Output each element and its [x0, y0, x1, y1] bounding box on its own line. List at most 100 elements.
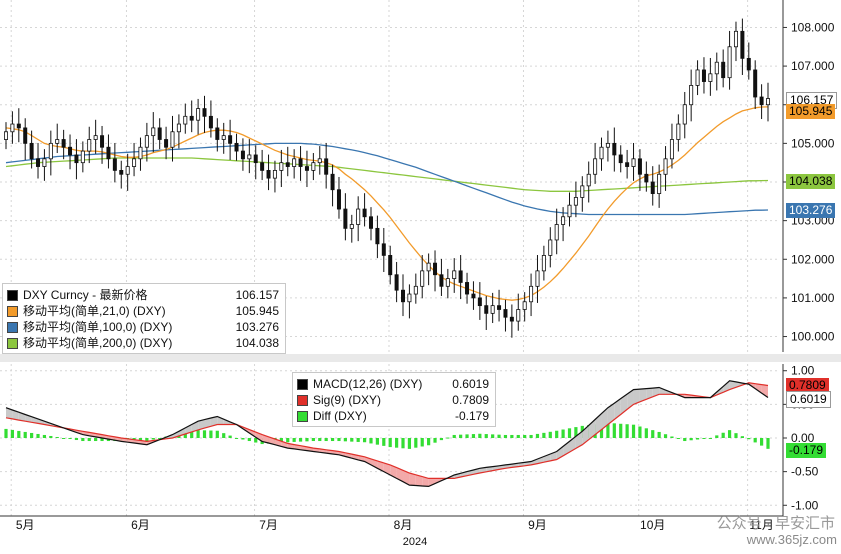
macd-fill: [761, 384, 768, 398]
macd-fill: [595, 413, 602, 435]
macd-fill: [601, 407, 608, 430]
macd-fill: [409, 472, 416, 486]
candle-down: [625, 162, 630, 167]
candle-down: [29, 142, 34, 160]
price-legend-entry: 移动平均(简单,100,0) (DXY) 103.276: [7, 319, 279, 335]
candle-up: [714, 61, 719, 75]
candle-up: [682, 104, 687, 125]
diff-bar: [625, 424, 629, 438]
price-tick-label: 101.000: [791, 291, 835, 305]
candle-up: [708, 73, 713, 82]
diff-bar: [529, 434, 533, 438]
diff-bar: [74, 438, 79, 441]
legend-swatch: [7, 289, 18, 301]
candle-down: [394, 274, 399, 291]
diff-bar: [561, 429, 565, 438]
candle-up: [48, 142, 53, 160]
x-tick-label: 11月: [749, 518, 773, 532]
diff-bar: [503, 434, 508, 438]
diff-bar: [427, 438, 431, 446]
diff-bar: [324, 438, 328, 442]
diff-bar: [651, 430, 655, 438]
diff-bar: [158, 438, 162, 439]
diff-bar: [382, 438, 386, 446]
candle-down: [164, 139, 169, 148]
candle-up: [317, 158, 322, 164]
candle-down: [23, 127, 28, 144]
macd-tick-label: 0.00: [791, 431, 815, 445]
candle-up: [272, 170, 277, 179]
diff-bar: [17, 430, 21, 438]
candle-up: [727, 46, 732, 79]
diff-bar: [292, 438, 296, 442]
diff-bar: [727, 430, 732, 438]
diff-bar: [388, 438, 392, 448]
macd-fill: [370, 458, 378, 469]
candle-down: [471, 293, 476, 299]
diff-bar: [209, 430, 213, 438]
candle-up: [490, 305, 495, 314]
candle-up: [420, 270, 425, 287]
diff-bar: [759, 438, 764, 446]
diff-bar: [619, 423, 623, 438]
candle-down: [100, 135, 105, 148]
candle-down: [189, 115, 194, 121]
ma100-line: [5, 142, 769, 216]
diff-bar: [286, 438, 290, 443]
candle-down: [701, 69, 706, 82]
candle-down: [746, 57, 751, 71]
candle-up: [55, 139, 60, 144]
macd-fill: [659, 387, 666, 395]
legend-label: 移动平均(简单,21,0) (DXY): [23, 304, 166, 318]
diff-bar: [279, 438, 283, 443]
diff-bar: [638, 426, 642, 438]
candle-up: [516, 309, 521, 322]
diff-bar: [30, 432, 34, 438]
candle-up: [599, 146, 604, 160]
diff-bar: [644, 428, 648, 438]
x-tick-label: 5月: [16, 518, 35, 532]
diff-bar: [631, 424, 636, 438]
diff-bar: [151, 438, 155, 440]
candle-down: [112, 158, 117, 171]
diff-bar: [542, 432, 546, 438]
candle-down: [721, 61, 726, 79]
legend-swatch: [297, 394, 308, 406]
candle-down: [36, 158, 41, 167]
diff-bar: [10, 429, 15, 438]
candle-up: [138, 146, 143, 160]
legend-label: Sig(9) (DXY): [313, 393, 382, 407]
diff-bar: [676, 438, 680, 439]
candle-down: [61, 139, 66, 148]
candle-up: [733, 30, 738, 48]
diff-bar: [395, 438, 399, 448]
candle-down: [388, 255, 393, 276]
legend-label: 移动平均(简单,200,0) (DXY): [23, 336, 173, 350]
diff-bar: [740, 436, 744, 438]
diff-bar: [215, 430, 219, 438]
macd-fill: [633, 389, 640, 405]
diff-bar: [439, 438, 444, 441]
candle-down: [240, 150, 245, 160]
candle-up: [132, 158, 137, 167]
diff-bar: [81, 438, 85, 442]
diff-bar: [23, 431, 27, 438]
macd-fill: [204, 418, 211, 429]
price-legend-entry: DXY Curncy - 最新价格 106.157: [7, 287, 279, 303]
diff-bar: [375, 438, 379, 445]
diff-bar: [753, 438, 757, 443]
candle-down: [612, 142, 617, 156]
diff-bar: [497, 434, 501, 438]
legend-swatch: [7, 337, 18, 349]
macd-fill: [755, 383, 762, 394]
value-badge: 0.7809: [786, 378, 829, 394]
diff-bar: [459, 434, 463, 438]
diff-bar: [708, 438, 712, 439]
candle-up: [766, 98, 771, 106]
candle-up: [311, 162, 316, 171]
candle-down: [330, 173, 335, 191]
candle-down: [260, 162, 265, 171]
diff-bar: [4, 428, 8, 438]
diff-bar: [94, 438, 98, 442]
legend-value: 0.7809: [452, 393, 489, 407]
